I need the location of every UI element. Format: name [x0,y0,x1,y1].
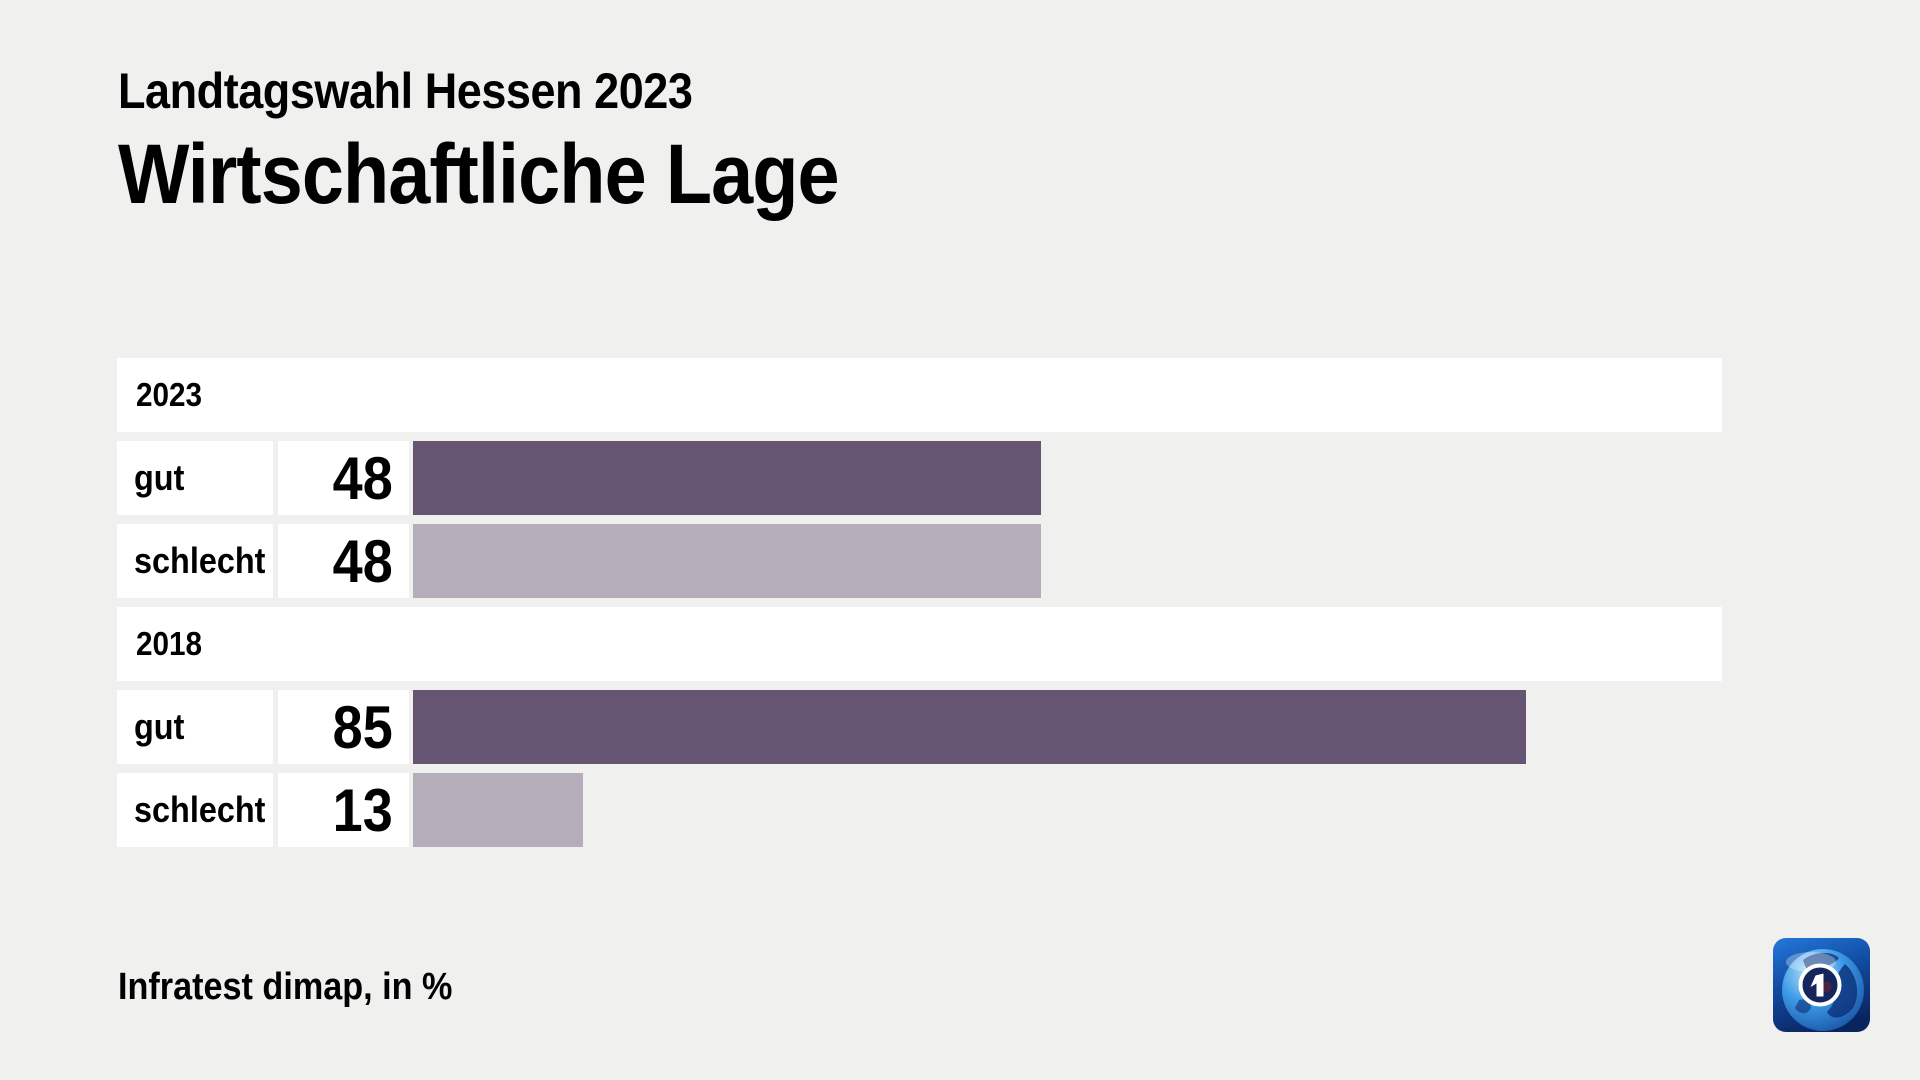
group-year-label: 2018 [136,625,203,662]
logo-landmass-icon [1795,999,1811,1014]
bar-fill [413,441,1042,515]
logo-ring-stroke [1798,963,1842,1007]
bar-label-cell: gut [117,690,273,764]
page-title: Wirtschaftliche Lage [118,127,919,221]
bar-value: 48 [332,527,393,595]
bar-value-cell: 48 [278,441,409,515]
bar-row-2023-gut: gut 48 [117,441,1722,515]
logo-landmass-icon [1827,964,1858,1018]
group-header-2023: 2023 [117,358,1722,432]
bar-value: 85 [332,693,393,761]
bar-track [413,690,1722,764]
source-note-text: Infratest dimap, in % [118,966,453,1008]
source-note: Infratest dimap, in % [118,966,490,1009]
bar-value: 48 [332,444,393,512]
bar-chart: 2023 gut 48 schlecht 48 201 [117,358,1722,847]
bar-label: schlecht [134,789,266,830]
ard-tagesschau-logo [1773,938,1870,1032]
kicker: Landtagswahl Hessen 2023 [118,64,756,119]
group-header-2018: 2018 [117,607,1722,681]
bar-label-cell: schlecht [117,524,273,598]
bar-value-cell: 85 [278,690,409,764]
bar-value-cell: 48 [278,524,409,598]
bar-row-2018-schlecht: schlecht 13 [117,773,1722,847]
bar-value-cell: 13 [278,773,409,847]
bar-row-2018-gut: gut 85 [117,690,1722,764]
bar-label-cell: schlecht [117,773,273,847]
logo-one-icon [1810,973,1824,997]
bar-label-cell: gut [117,441,273,515]
bar-track [413,524,1722,598]
kicker-text: Landtagswahl Hessen 2023 [118,63,693,119]
bar-label: gut [134,706,185,747]
bar-label: schlecht [134,540,266,581]
page-title-text: Wirtschaftliche Lage [118,127,840,221]
bar-fill [413,690,1526,764]
bar-row-2023-schlecht: schlecht 48 [117,524,1722,598]
bar-label: gut [134,457,185,498]
bar-track [413,441,1722,515]
group-year-label: 2023 [136,376,203,413]
bar-fill [413,773,584,847]
bar-track [413,773,1722,847]
bar-fill [413,524,1042,598]
bar-value: 13 [332,776,393,844]
logo-landmass-icon [1821,981,1832,993]
